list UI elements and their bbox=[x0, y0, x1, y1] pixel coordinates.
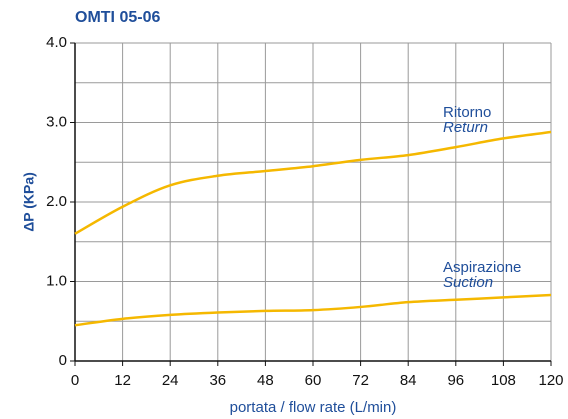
x-tick-label: 96 bbox=[447, 372, 464, 389]
x-tick-label: 48 bbox=[257, 372, 274, 389]
x-tick-label: 72 bbox=[352, 372, 369, 389]
y-tick-label: 4.0 bbox=[46, 34, 67, 51]
series-label: Aspirazione bbox=[443, 259, 521, 276]
series-label-en: Suction bbox=[443, 274, 493, 291]
x-tick-label: 24 bbox=[162, 372, 179, 389]
chart-title: OMTI 05-06 bbox=[75, 9, 160, 26]
x-tick-label: 36 bbox=[209, 372, 226, 389]
series-label-en: Return bbox=[443, 119, 488, 136]
y-tick-label: 0 bbox=[59, 352, 67, 369]
x-tick-label: 12 bbox=[114, 372, 131, 389]
series-line bbox=[74, 130, 552, 235]
x-tick-label: 84 bbox=[400, 372, 417, 389]
y-tick-label: 3.0 bbox=[46, 113, 67, 130]
x-tick-label: 60 bbox=[305, 372, 322, 389]
x-tick-label: 108 bbox=[491, 372, 516, 389]
series-line bbox=[74, 293, 552, 327]
x-tick-label: 0 bbox=[71, 372, 79, 389]
y-tick-label: 1.0 bbox=[46, 272, 67, 289]
y-tick-label: 2.0 bbox=[46, 193, 67, 210]
x-tick-label: 120 bbox=[538, 372, 563, 389]
x-axis-label: portata / flow rate (L/min) bbox=[230, 399, 397, 416]
series-label: Ritorno bbox=[443, 104, 491, 121]
y-axis-label: ΔP (KPa) bbox=[21, 172, 37, 232]
